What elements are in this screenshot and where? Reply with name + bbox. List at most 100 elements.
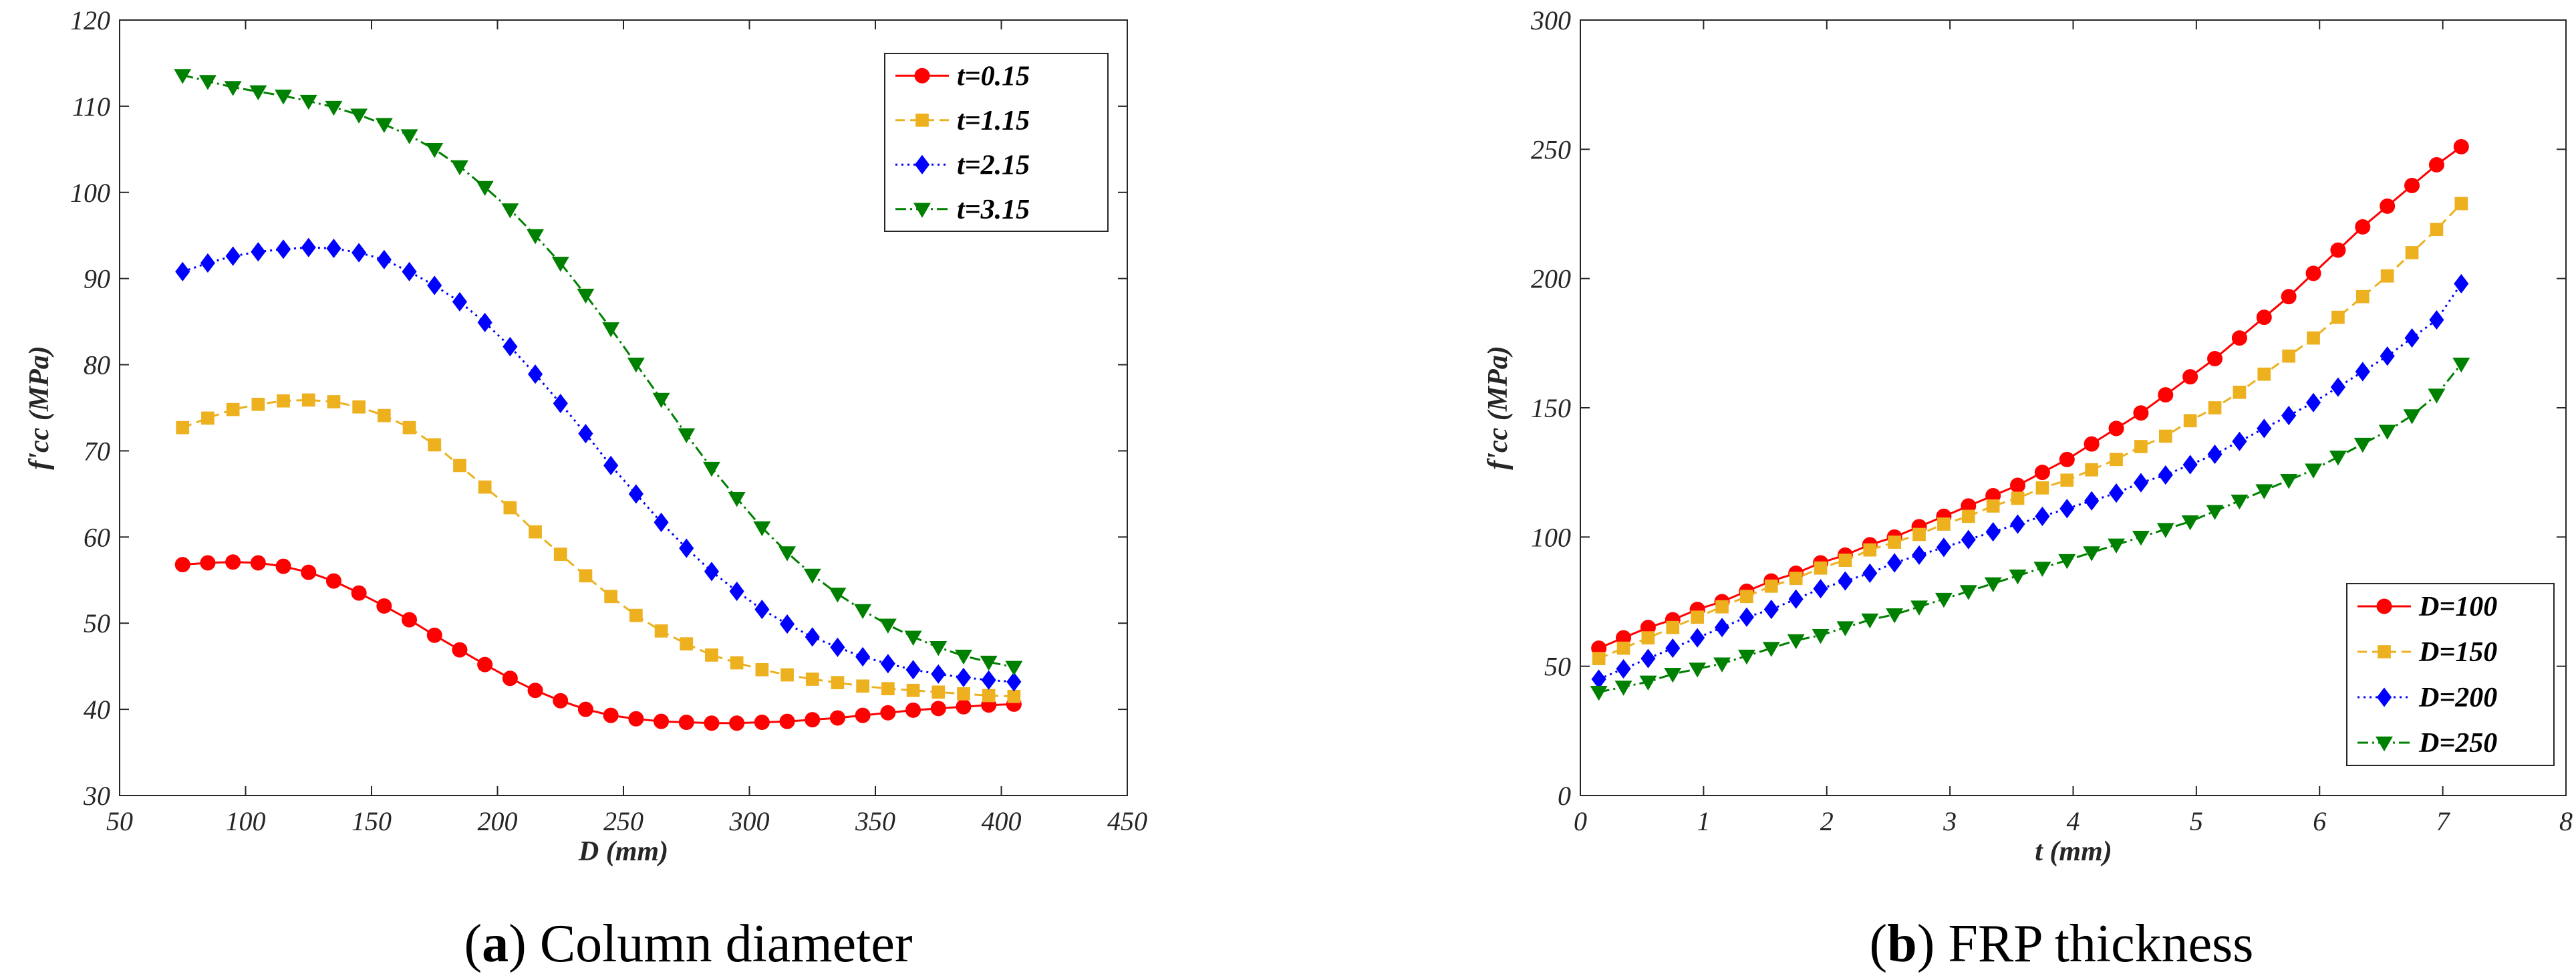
series-t=0.15 [174,554,1022,731]
y-tick-label: 110 [72,92,110,122]
data-point [880,705,896,721]
data-point [1961,529,1976,550]
series-line-t=3.15 [182,74,1014,668]
data-point [602,322,620,338]
data-point [326,238,341,259]
data-point [352,400,366,414]
data-point [2281,289,2297,305]
y-tick-label: 70 [84,436,110,466]
series-line-t=2.15 [182,246,1014,683]
data-point [1887,553,1902,573]
caption-a-text: ) Column diameter [509,914,912,973]
data-point [2133,405,2149,421]
data-point [654,624,668,638]
data-point [2034,465,2050,481]
data-point [654,713,670,729]
data-point [1764,579,1778,593]
data-point [654,512,669,532]
data-point [603,707,619,723]
data-point [527,683,543,699]
data-point [2108,538,2125,554]
data-point [930,701,946,717]
data-point [1762,642,1780,657]
data-point [855,646,871,667]
data-point [1590,686,1608,701]
data-point [2305,392,2321,412]
data-point [729,715,745,731]
y-tick-label: 200 [1531,264,1571,294]
data-point [299,94,317,110]
data-point [378,408,391,422]
data-point [2233,385,2247,399]
y-tick-label: 250 [1531,134,1571,164]
legend-swatch-marker [914,68,930,84]
data-point [2330,377,2345,397]
data-point [527,364,543,384]
data-point [1812,628,1830,644]
data-point [375,118,393,134]
data-point [225,554,241,570]
y-axis-label-a: f'cc (MPa) [24,346,55,469]
data-point [2282,349,2296,363]
data-point [452,642,468,658]
x-tick-label: 250 [603,806,643,836]
data-point [1739,607,1754,627]
data-point [1592,652,1606,665]
data-point [704,562,720,582]
data-point [400,129,418,144]
data-point [176,420,190,435]
data-point [251,397,265,411]
data-point [1935,592,1953,608]
data-point [1639,675,1657,691]
series-t=2.15 [175,237,1022,692]
data-point [1689,662,1707,678]
data-point [503,501,517,515]
legend-b: D=100 D=150 D=200 D=250 [2346,583,2555,766]
data-point [880,654,895,674]
axis-ticks-b: 0 1 2 3 4 5 6 7 8 0 50 100 150 200 250 300 [1530,5,2573,836]
legend-swatch-marker [2376,598,2392,614]
data-point [2158,465,2173,485]
data-point [730,656,744,670]
data-point [553,693,569,709]
series-t=1.15 [176,393,1021,703]
data-point [275,558,291,574]
data-point [2380,269,2394,283]
legend-swatch-marker [914,154,930,174]
data-point [2110,453,2123,467]
series-line-t=1.15 [182,398,1014,698]
data-point [225,246,241,266]
data-point [805,627,820,647]
data-point [2009,570,2027,585]
data-point [1861,613,1879,629]
data-point [301,237,316,257]
data-point [476,180,494,197]
data-point [2208,401,2222,414]
data-point [982,689,996,703]
data-point [402,420,416,435]
data-point [376,249,392,269]
data-point [954,649,972,665]
data-point [2132,531,2150,546]
data-point [856,679,870,693]
x-tick-label: 350 [855,806,895,836]
data-point [831,676,845,690]
x-tick-label: 200 [478,806,518,836]
data-point [2428,388,2446,404]
data-point [1937,517,1951,531]
series-D=150 [1592,197,2468,665]
data-point [426,627,442,643]
legend-entry: D=200 [2418,683,2497,713]
x-tick-label: 450 [1107,806,1147,836]
data-point [1911,545,1927,565]
y-tick-label: 120 [70,5,110,35]
data-point [2207,445,2223,465]
y-tick-label: 150 [1531,393,1571,423]
data-point [778,546,797,562]
data-point [1814,561,1828,575]
legend-swatch-marker [915,113,929,127]
data-point [2133,473,2148,493]
data-point [2257,367,2271,381]
data-point [1714,618,1730,638]
